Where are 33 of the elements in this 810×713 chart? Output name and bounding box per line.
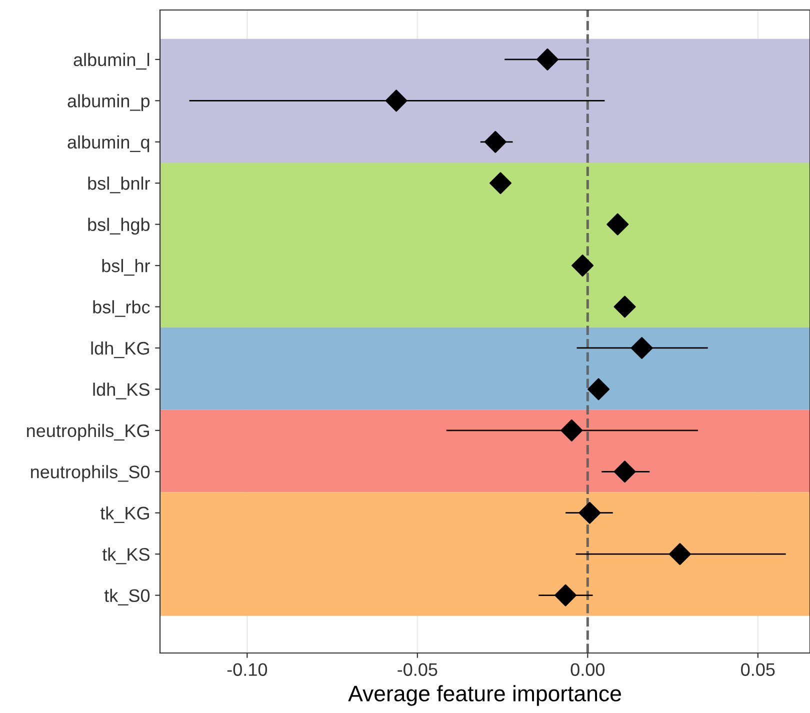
- point: [668, 543, 691, 566]
- point: [614, 296, 636, 318]
- y-tick-label: neutrophils_S0: [31, 465, 150, 482]
- x-tick-label: -0.10: [227, 663, 268, 676]
- y-tick-label: tk_KS: [102, 548, 150, 564]
- y-tick-label: tk_KG: [100, 506, 149, 523]
- point: [385, 90, 408, 112]
- point: [536, 48, 558, 70]
- y-tick-label: ldh_KS: [93, 382, 150, 400]
- y-tick-label: tk_S0: [104, 588, 150, 606]
- point: [572, 254, 594, 277]
- point: [484, 130, 506, 153]
- x-tick-label: 0.05: [741, 663, 775, 676]
- y-tick-label: albumin_p: [68, 94, 150, 111]
- y-tick-label: bsl_bnlr: [88, 176, 150, 194]
- y-tick-label: neutrophils_KG: [27, 424, 149, 441]
- point: [578, 502, 601, 524]
- y-tick-label: bsl_hgb: [88, 218, 150, 235]
- y-tick-label: albumin_l: [74, 52, 150, 70]
- y-tick-label: bsl_rbc: [93, 300, 150, 317]
- x-tick-label: 0.00: [570, 663, 605, 676]
- x-tick-label: -0.05: [398, 663, 438, 676]
- y-tick-label: bsl_hr: [102, 259, 150, 276]
- point: [630, 336, 653, 359]
- x-axis-title: Average feature importance: [348, 685, 621, 706]
- y-tick-label: ldh_KG: [91, 341, 149, 358]
- point: [606, 213, 629, 236]
- point: [560, 419, 583, 442]
- point: [554, 584, 577, 606]
- point: [490, 172, 512, 194]
- point: [588, 378, 610, 400]
- point: [614, 460, 636, 483]
- y-tick-label: albumin_q: [68, 135, 150, 152]
